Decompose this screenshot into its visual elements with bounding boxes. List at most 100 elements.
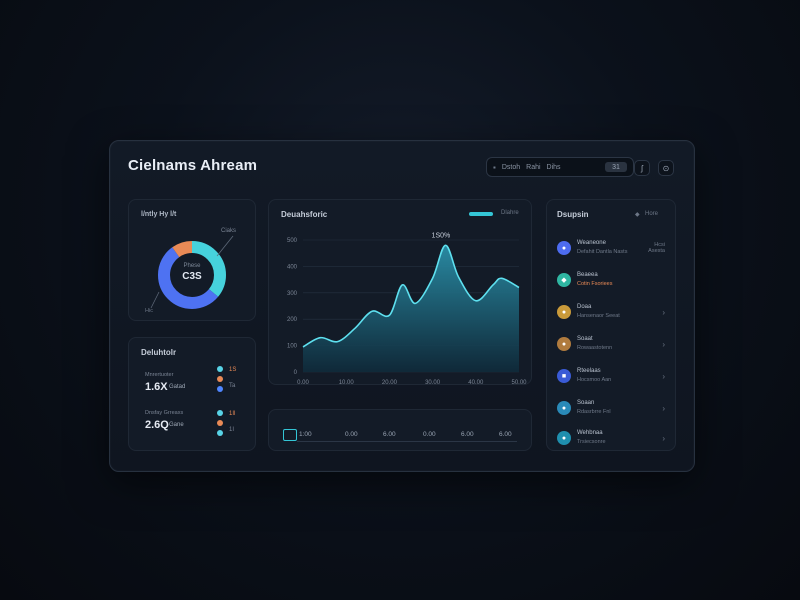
- lock-icon: ▪: [493, 162, 496, 172]
- callout-line-2: [150, 291, 160, 309]
- bar-divider: [297, 441, 517, 442]
- area-chart: 0 100 200 300 400 500 0.00 10.00 20.00 30.00 40.0…: [287, 232, 527, 386]
- item-subtitle: Hocsmoo Aan: [577, 377, 612, 383]
- x-tick-label: 30.00: [425, 380, 441, 386]
- bottom-value: 6.00: [461, 431, 474, 438]
- chevron-right-icon[interactable]: ›: [662, 434, 665, 443]
- chart-card: Deuahsforic Dlahre 0 100 200 300 400 500 0.00…: [268, 199, 532, 386]
- item-subtitle: Trsiecsonre: [577, 439, 606, 445]
- area-series-line: [302, 244, 520, 348]
- sidebar-header-icon: ◆: [635, 212, 640, 218]
- stats-card: Deluhtolr Mnrertuoter 1.6X Gatad 1S Ta D…: [128, 337, 256, 451]
- bottom-value: 0.00: [423, 431, 436, 438]
- toolbar-badge[interactable]: 31: [605, 162, 627, 172]
- stat-b: Ta: [229, 383, 236, 389]
- donut-segment-orange: [158, 241, 226, 309]
- bottom-value: 6.00: [499, 431, 512, 438]
- sidebar-title: Dsupsin: [557, 210, 589, 219]
- sidebar-item[interactable]: ● Soaat Rowaastotenn ›: [557, 334, 665, 358]
- item-icon: ●: [557, 401, 571, 415]
- donut-callout-label: Ciaks: [221, 228, 237, 234]
- sidebar-item[interactable]: ● Wehbnaa Trsiecsonre ›: [557, 428, 665, 452]
- y-tick-label: 0: [294, 370, 298, 376]
- legend-dot-orange: [217, 376, 223, 382]
- app-title: Cielnams Ahream: [128, 157, 258, 174]
- item-title: Rteelaas: [577, 368, 601, 374]
- x-tick-label: 10.00: [339, 380, 355, 386]
- donut-foot-label: Hic: [145, 308, 153, 314]
- y-tick-label: 100: [287, 344, 298, 350]
- callout-line: [216, 235, 234, 257]
- item-subtitle: Defahit Dantla Nasts: [577, 249, 628, 255]
- stat-b: 1I: [229, 427, 235, 433]
- bottom-value: 0.00: [345, 431, 358, 438]
- stat-label: Dnsfay Grreaxs: [145, 410, 184, 416]
- y-tick-label: 200: [287, 317, 298, 323]
- bottom-value: 6.00: [383, 431, 396, 438]
- stats-card-title: Deluhtolr: [141, 348, 177, 357]
- donut-center-value: C3S: [182, 271, 202, 282]
- stat-a: 1Il: [229, 411, 236, 417]
- y-tick-label: 500: [287, 238, 298, 244]
- item-icon: ●: [557, 241, 571, 255]
- item-title: Soaan: [577, 400, 595, 406]
- donut-segment-blue: [158, 241, 226, 309]
- item-subtitle: Cotin Fsoriees: [577, 281, 613, 287]
- bar-icon: [283, 429, 297, 441]
- item-title: Beaeea: [577, 272, 598, 278]
- chevron-right-icon[interactable]: ›: [662, 372, 665, 381]
- dashboard-window: Cielnams Ahream ▪ Dstoh Rahi Dihs 31 ʃ ⊙…: [109, 140, 695, 472]
- stat-suffix: Gatad: [169, 384, 186, 390]
- sidebar-item[interactable]: ● Soaan Rdasrbrre Fnl ›: [557, 398, 665, 422]
- item-icon: ■: [557, 369, 571, 383]
- legend-dot-cyan: [217, 366, 223, 372]
- y-tick-label: 400: [287, 264, 298, 270]
- x-tick-label: 40.00: [468, 380, 484, 386]
- item-subtitle: Rowaastotenn: [577, 345, 613, 351]
- item-icon: ◆: [557, 273, 571, 287]
- chart-title: Deuahsforic: [281, 210, 328, 219]
- item-subtitle: Hansenaor Seeat: [577, 313, 620, 319]
- item-title: Weaneone: [577, 240, 606, 246]
- legend-dot-cyan: [217, 430, 223, 436]
- chevron-right-icon[interactable]: ›: [662, 404, 665, 413]
- legend-dot-blue: [217, 386, 223, 392]
- settings-icon[interactable]: ⊙: [658, 160, 674, 176]
- stat-value: 2.6Q: [145, 419, 169, 431]
- sidebar-card: Dsupsin ◆ Hore ● Weaneone Defahit Dantla…: [546, 199, 676, 451]
- donut-card: l/ntly Hy l/t Ciaks Phese C3S Hic: [128, 199, 256, 321]
- stat-label: Mnrertuoter: [145, 372, 174, 378]
- item-title: Doaa: [577, 304, 592, 310]
- legend-dot-cyan: [217, 410, 223, 416]
- peak-annotation: 1S0%: [432, 232, 451, 239]
- chevron-right-icon[interactable]: ›: [662, 340, 665, 349]
- chevron-right-icon[interactable]: ›: [662, 308, 665, 317]
- item-icon: ●: [557, 305, 571, 319]
- bottom-bar: 1:00 0.00 6.00 0.00 6.00 6.00: [268, 409, 532, 451]
- x-tick-label: 0.00: [297, 380, 309, 386]
- item-title: Soaat: [577, 336, 593, 342]
- item-meta: Hcsi Asesta: [648, 242, 665, 254]
- sidebar-item[interactable]: ◆ Beaeea Cotin Fsoriees: [557, 270, 665, 294]
- sidebar-item[interactable]: ● Weaneone Defahit Dantla Nasts Hcsi Ase…: [557, 238, 665, 262]
- toolbar-item-3[interactable]: Dihs: [546, 163, 561, 171]
- pin-icon[interactable]: ʃ: [634, 160, 650, 176]
- sidebar-item[interactable]: ● Doaa Hansenaor Seeat ›: [557, 302, 665, 326]
- donut-chart: [150, 235, 234, 309]
- toolbar[interactable]: ▪ Dstoh Rahi Dihs 31: [486, 157, 634, 177]
- item-icon: ●: [557, 431, 571, 445]
- chart-legend-label: Dlahre: [501, 210, 519, 216]
- item-icon: ●: [557, 337, 571, 351]
- area-series-fill: [303, 245, 519, 372]
- sidebar-item[interactable]: ■ Rteelaas Hocsmoo Aan ›: [557, 366, 665, 390]
- legend-dot-orange: [217, 420, 223, 426]
- x-tick-label: 20.00: [382, 380, 398, 386]
- y-tick-label: 300: [287, 291, 298, 297]
- bottom-value: 1:00: [299, 431, 312, 438]
- stat-value: 1.6X: [145, 381, 168, 393]
- donut-center-label: Phese: [183, 263, 201, 269]
- item-subtitle: Rdasrbrre Fnl: [577, 409, 611, 415]
- toolbar-item-2[interactable]: Rahi: [526, 163, 541, 171]
- sidebar-header-meta: Hore: [645, 211, 659, 217]
- toolbar-item-1[interactable]: Dstoh: [501, 163, 521, 171]
